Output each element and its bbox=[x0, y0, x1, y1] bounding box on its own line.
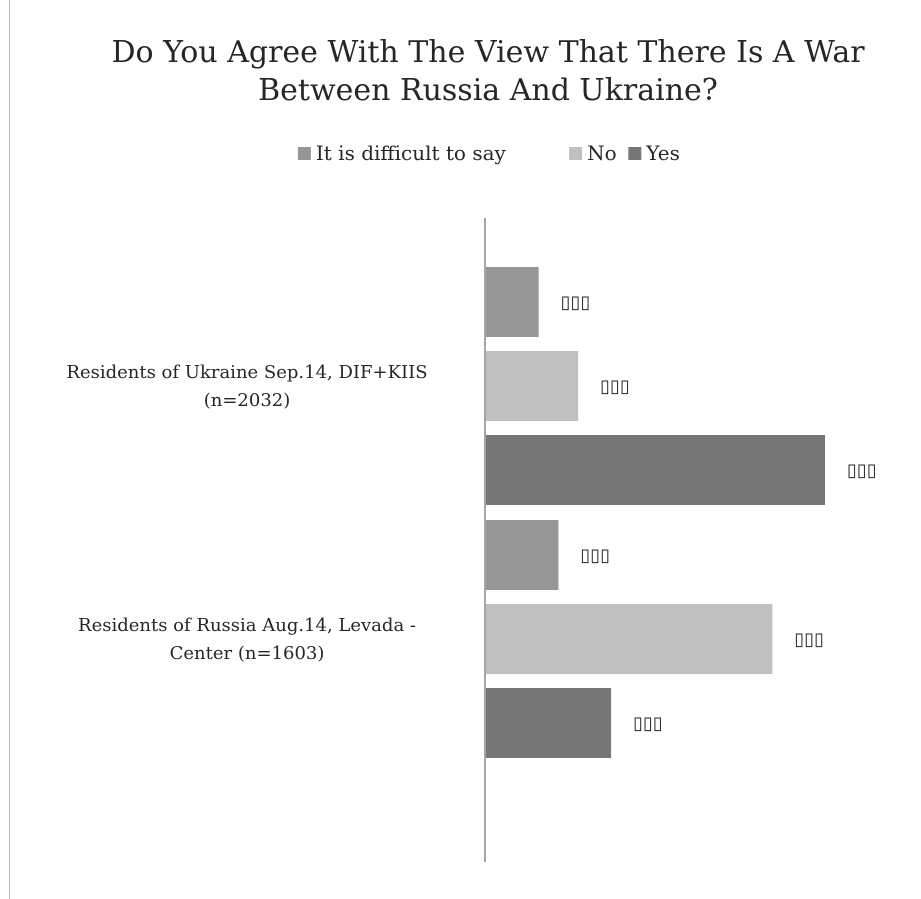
legend-swatch-it-is-difficult-to-say bbox=[297, 147, 311, 160]
bar-it-is-difficult-to-say-1 bbox=[486, 267, 539, 337]
category-labels: Residents of Ukraine Sep.14, DIF+KIIS (n=… bbox=[66, 362, 427, 664]
legend-swatch-yes bbox=[628, 147, 642, 160]
data-label-yes-2: ▯▯▯ bbox=[633, 713, 663, 734]
category-label-1-line-2: (n=2032) bbox=[204, 390, 291, 411]
bar-yes-1 bbox=[486, 435, 826, 505]
data-labels: ▯▯▯ ▯▯▯ ▯▯▯ ▯▯▯ ▯▯▯ ▯▯▯ bbox=[561, 292, 877, 734]
bar-it-is-difficult-to-say-2 bbox=[486, 520, 559, 590]
data-label-it-is-difficult-to-say-2: ▯▯▯ bbox=[580, 545, 610, 566]
legend-label-no: No bbox=[587, 141, 617, 165]
legend-label-yes: Yes bbox=[645, 141, 680, 165]
page-left-border bbox=[9, 0, 10, 899]
chart-title-line-2: Between Russia And Ukraine? bbox=[258, 73, 718, 108]
legend-swatch-no bbox=[569, 147, 583, 160]
chart-legend: It is difficult to say No Yes bbox=[297, 141, 680, 165]
data-label-no-2: ▯▯▯ bbox=[794, 629, 824, 650]
bar-no-1 bbox=[486, 351, 579, 421]
bars bbox=[486, 267, 826, 758]
data-label-yes-1: ▯▯▯ bbox=[847, 460, 877, 481]
chart-title-line-1: Do You Agree With The View That There Is… bbox=[111, 35, 865, 70]
category-label-2-line-2: Center (n=1603) bbox=[170, 643, 325, 664]
bar-yes-2 bbox=[486, 688, 612, 758]
data-label-it-is-difficult-to-say-1: ▯▯▯ bbox=[561, 292, 591, 313]
category-label-2-line-1: Residents of Russia Aug.14, Levada - bbox=[78, 615, 416, 636]
legend-label-it-is-difficult-to-say: It is difficult to say bbox=[316, 141, 507, 165]
category-label-1-line-1: Residents of Ukraine Sep.14, DIF+KIIS bbox=[66, 362, 427, 383]
data-label-no-1: ▯▯▯ bbox=[600, 376, 630, 397]
bar-no-2 bbox=[486, 604, 773, 674]
